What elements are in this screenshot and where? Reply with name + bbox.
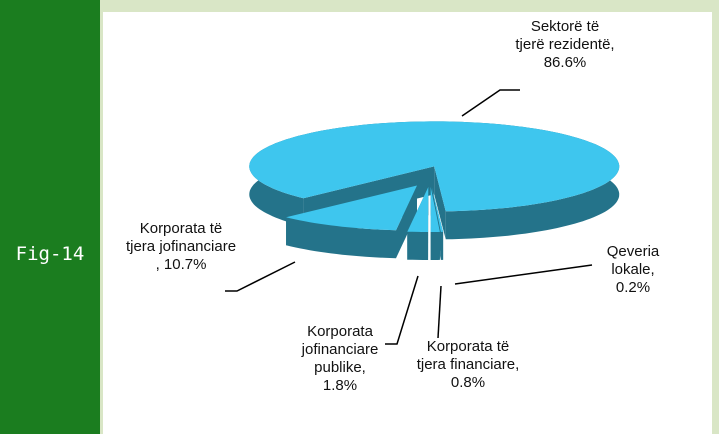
value-label: 0.8%: [450, 374, 486, 391]
value-label: 1.8%: [322, 377, 358, 394]
category-label: Sektorë të tjerë rezidentë,: [515, 18, 615, 53]
data-label: Korporata jofinanciare publike, 1.8%: [285, 323, 395, 395]
leader-line: [461, 89, 520, 117]
sidebar: [0, 0, 100, 434]
slice: [430, 187, 440, 232]
data-label: Qeveria lokale, 0.2%: [588, 243, 678, 297]
category-label: Korporata të tjera financiare,: [416, 338, 520, 373]
slice: [431, 187, 444, 232]
value-label: , 10.7%: [155, 256, 207, 273]
figure-label: Fig-14: [15, 243, 85, 265]
slice: [286, 185, 417, 231]
data-label: Sektorë të tjerë rezidentë, 86.6%: [515, 18, 615, 72]
slice-side: [430, 231, 440, 260]
slice-side: [407, 231, 429, 260]
data-label: Korporata të tjera financiare, 0.8%: [413, 338, 523, 392]
slice: [249, 121, 620, 212]
slice-side: [286, 217, 396, 259]
value-label: 0.2%: [615, 279, 651, 296]
category-label: Korporata të tjera jofinanciare: [125, 220, 237, 255]
leader-line: [437, 285, 442, 339]
value-label: 86.6%: [543, 54, 587, 71]
leader-line: [225, 261, 296, 292]
slice: [407, 187, 429, 232]
category-label: Korporata jofinanciare publike,: [301, 323, 379, 376]
slice-side: [440, 231, 444, 260]
category-label: Qeveria lokale,: [606, 243, 660, 278]
data-label: Korporata të tjera jofinanciare, 10.7%: [125, 220, 237, 274]
slice-wall: [434, 166, 446, 240]
leader-line: [454, 264, 593, 285]
leader-line: [385, 275, 419, 345]
